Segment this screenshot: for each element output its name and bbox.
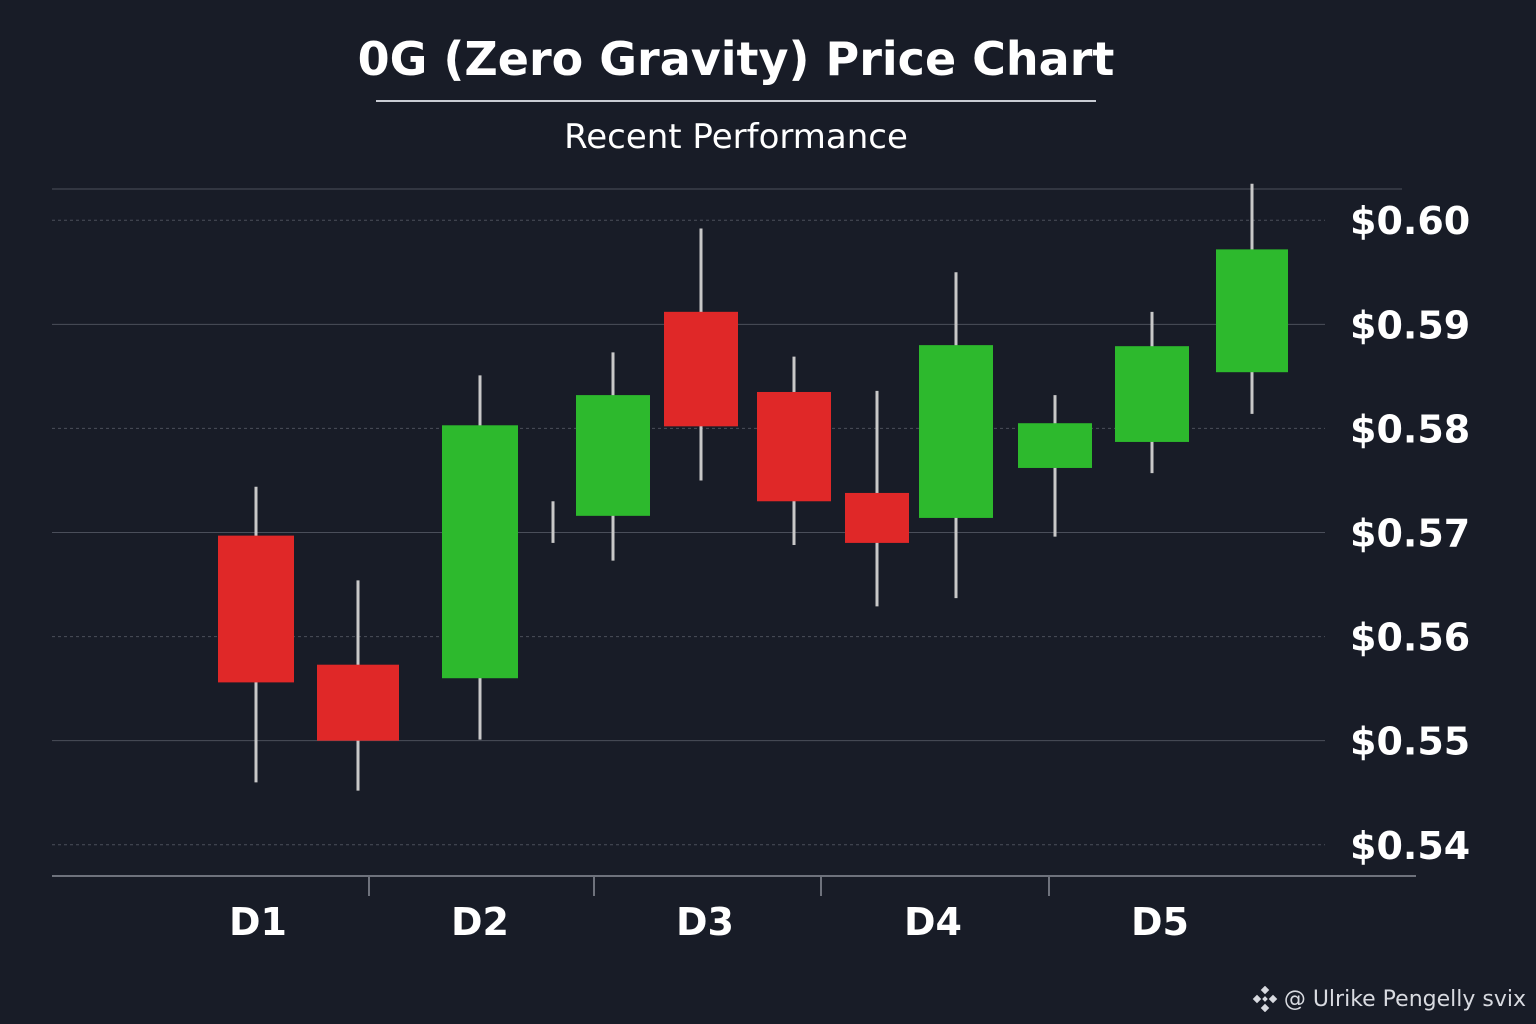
diamond-logo-icon — [1252, 986, 1278, 1012]
candle — [919, 272, 993, 599]
candles — [218, 183, 1288, 791]
candle — [845, 390, 909, 607]
candle — [1115, 311, 1189, 474]
watermark: @ Ulrike Pengelly svix — [1252, 986, 1526, 1012]
candle-body-down — [757, 391, 831, 502]
x-tick-label: D4 — [904, 900, 962, 944]
candle-body-down — [317, 664, 399, 741]
chart-title: 0G (Zero Gravity) Price Chart — [357, 32, 1115, 86]
candle — [218, 486, 294, 783]
x-tick-label: D1 — [229, 900, 287, 944]
y-tick-label: $0.55 — [1350, 720, 1470, 764]
candle — [317, 580, 399, 791]
x-axis-ticks: D1 D2 D3 D4 D5 — [229, 900, 1189, 944]
candle-body-up — [1018, 423, 1092, 468]
y-tick-label: $0.59 — [1350, 303, 1470, 347]
x-tick-label: D5 — [1131, 900, 1189, 944]
chart-subtitle: Recent Performance — [564, 117, 908, 157]
candle-body-down — [218, 535, 294, 683]
candle-body-down — [664, 311, 738, 427]
candle — [757, 356, 831, 545]
y-tick-label: $0.54 — [1350, 824, 1470, 868]
x-axis-separators — [368, 877, 1050, 896]
candle — [1216, 183, 1288, 414]
y-axis-ticks: $0.60 $0.59 $0.58 $0.57 $0.56 $0.55 $0.54 — [1350, 199, 1470, 868]
candle-body-up — [442, 425, 518, 679]
y-tick-label: $0.60 — [1350, 199, 1470, 243]
y-tick-label: $0.57 — [1350, 512, 1470, 556]
candle — [664, 228, 738, 481]
x-tick-label: D3 — [676, 900, 734, 944]
candle — [442, 375, 518, 740]
title-underline — [376, 100, 1096, 102]
candle-body-up — [576, 395, 650, 516]
candle — [576, 352, 650, 561]
y-tick-label: $0.58 — [1350, 407, 1470, 451]
candle-body-up — [1216, 249, 1288, 373]
x-tick-label: D2 — [451, 900, 509, 944]
candle-body-up — [1115, 346, 1189, 442]
candle-body-down — [845, 492, 909, 543]
watermark-text: @ Ulrike Pengelly svix — [1283, 986, 1526, 1012]
y-tick-label: $0.56 — [1350, 616, 1470, 660]
candle-body-up — [919, 345, 993, 518]
candle — [1018, 395, 1092, 537]
